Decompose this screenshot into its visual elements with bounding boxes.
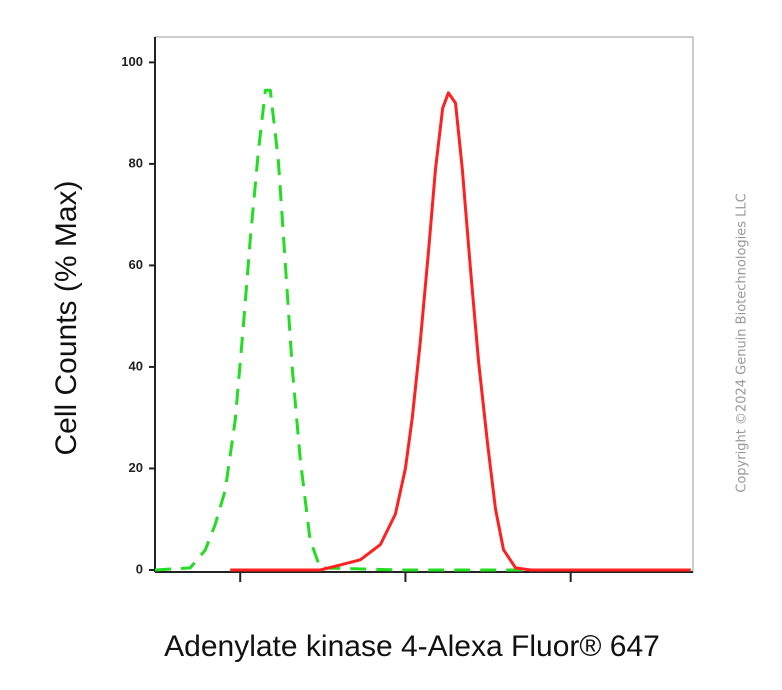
y-tick-label: 20 — [129, 460, 143, 475]
copyright: Copyright ©2024 Genuin Biotechnologies L… — [735, 193, 750, 492]
histogram-line — [154, 88, 691, 572]
y-tick-label: 0 — [136, 561, 143, 576]
y-tick-label: 100 — [121, 54, 143, 69]
y-tick-label: 40 — [129, 358, 143, 373]
y-axis-label: Cell Counts (% Max) — [50, 180, 83, 455]
histogram-line — [230, 91, 691, 572]
y-tick-label: 80 — [129, 155, 143, 170]
y-tick-label: 60 — [129, 257, 143, 272]
x-axis-label: Adenylate kinase 4-Alexa Fluor® 647 — [164, 630, 660, 663]
